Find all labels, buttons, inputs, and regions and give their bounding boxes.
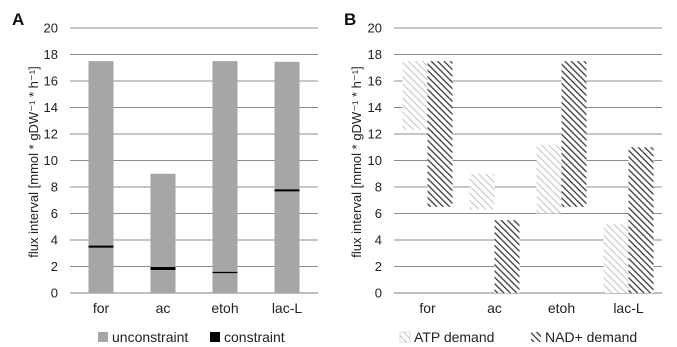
y-tick-label: 6 (51, 206, 58, 221)
legend-label-constraint: constraint (224, 329, 285, 345)
x-tick-label: lac-L (272, 300, 303, 316)
y-tick-label: 0 (51, 286, 58, 301)
legend-a: unconstraint constraint (98, 329, 285, 345)
bar-unconstraint-lac-L (274, 61, 300, 293)
legend-label-atp-demand: ATP demand (414, 329, 494, 345)
x-tick-label: etoh (548, 300, 575, 316)
y-tick-label: 2 (375, 259, 382, 274)
bar-nad-demand-for (427, 61, 453, 207)
bars-a (88, 61, 300, 293)
x-tick-label: lac-L (613, 300, 644, 316)
panel-label-b: B (344, 10, 356, 29)
y-ticks-a: 0 2 4 6 8 10 12 14 16 18 20 (44, 21, 58, 301)
legend-swatch-constraint (210, 332, 220, 342)
x-tick-label: ac (156, 300, 171, 316)
y-tick-label: 18 (368, 47, 382, 62)
bar-atp-demand-ac (469, 173, 495, 210)
bar-atp-demand-for (402, 61, 428, 131)
y-tick-label: 12 (44, 127, 58, 142)
x-tick-label: for (93, 300, 110, 316)
bar-unconstraint-for (88, 61, 114, 293)
legend-swatch-unconstraint (98, 332, 108, 342)
y-tick-label: 20 (44, 21, 58, 36)
y-tick-label: 16 (44, 74, 58, 89)
y-tick-label: 0 (375, 286, 382, 301)
y-axis-label-b: flux interval [mmol * gDW⁻¹ * h⁻¹] (349, 66, 364, 257)
y-tick-label: 12 (368, 127, 382, 142)
bar-nad-demand-ac (494, 220, 520, 293)
legend-swatch-nad-demand (531, 332, 541, 342)
y-tick-label: 14 (368, 100, 382, 115)
x-ticks-b: for ac etoh lac-L (419, 300, 644, 316)
y-tick-label: 16 (368, 74, 382, 89)
x-tick-label: for (419, 300, 436, 316)
legend-label-unconstraint: unconstraint (112, 329, 188, 345)
bar-unconstraint-etoh (212, 61, 238, 293)
x-ticks-a: for ac etoh lac-L (93, 300, 303, 316)
y-tick-label: 8 (375, 180, 382, 195)
x-tick-label: ac (487, 300, 502, 316)
y-tick-label: 18 (44, 47, 58, 62)
x-tick-label: etoh (211, 300, 238, 316)
y-tick-label: 4 (51, 233, 58, 248)
legend-label-nad-demand: NAD+ demand (545, 329, 637, 345)
chart-panel-a: A flux interval [mmol * gDW⁻¹ * h⁻¹] 0 2 4… (12, 10, 318, 345)
y-tick-label: 20 (368, 21, 382, 36)
bar-nad-demand-lac-L (628, 147, 654, 293)
y-tick-label: 10 (368, 153, 382, 168)
y-tick-label: 14 (44, 100, 58, 115)
legend-b: ATP demand NAD+ demand (399, 329, 637, 345)
bar-unconstraint-ac (150, 173, 176, 293)
y-tick-label: 10 (44, 153, 58, 168)
y-tick-label: 4 (375, 233, 382, 248)
panel-label-a: A (12, 10, 24, 29)
bars-b (402, 61, 654, 293)
bar-nad-demand-etoh (561, 61, 587, 207)
y-tick-label: 6 (375, 206, 382, 221)
legend-swatch-atp-demand (399, 331, 411, 343)
y-axis-label-a: flux interval [mmol * gDW⁻¹ * h⁻¹] (26, 66, 41, 257)
bar-atp-demand-etoh (536, 144, 562, 214)
y-tick-label: 2 (51, 259, 58, 274)
chart-panel-b: B flux interval [mmol * gDW⁻¹ * h⁻¹] 0 2 4… (344, 10, 662, 345)
bar-atp-demand-lac-L (603, 224, 629, 293)
y-ticks-b: 0 2 4 6 8 10 12 14 16 18 20 (368, 21, 382, 301)
y-tick-label: 8 (51, 180, 58, 195)
